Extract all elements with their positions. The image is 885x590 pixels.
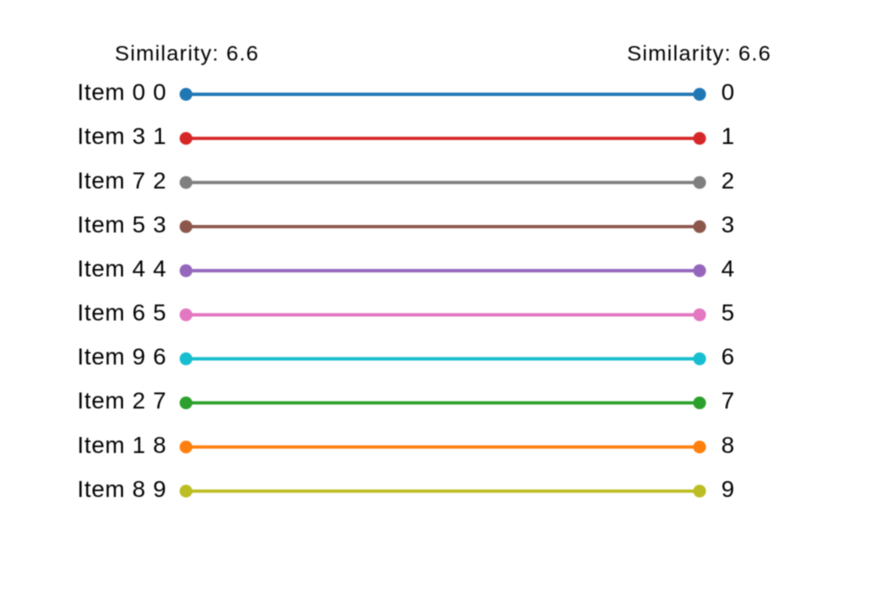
svg-text:3: 3 xyxy=(721,211,734,237)
svg-text:Item 6 5: Item 6 5 xyxy=(77,300,166,326)
svg-text:Item 4 4: Item 4 4 xyxy=(77,256,166,282)
svg-text:2: 2 xyxy=(721,167,734,193)
svg-text:Similarity: 6.6: Similarity: 6.6 xyxy=(115,40,259,65)
svg-text:Item 9 6: Item 9 6 xyxy=(77,344,166,370)
svg-text:Item 1 8: Item 1 8 xyxy=(77,432,166,458)
svg-text:4: 4 xyxy=(721,256,734,282)
svg-text:Item 8 9: Item 8 9 xyxy=(77,476,166,502)
svg-text:Similarity: 6.6: Similarity: 6.6 xyxy=(627,40,771,65)
svg-text:Item 0 0: Item 0 0 xyxy=(77,79,166,105)
svg-text:6: 6 xyxy=(721,344,734,370)
svg-text:Item 3 1: Item 3 1 xyxy=(77,123,166,149)
svg-text:1: 1 xyxy=(721,123,734,149)
svg-text:9: 9 xyxy=(721,476,734,502)
svg-text:Item 7 2: Item 7 2 xyxy=(77,167,166,193)
svg-text:Item 2 7: Item 2 7 xyxy=(77,388,166,414)
svg-text:5: 5 xyxy=(721,300,734,326)
svg-text:Item 5 3: Item 5 3 xyxy=(77,211,166,237)
svg-text:8: 8 xyxy=(721,432,734,458)
svg-text:0: 0 xyxy=(721,79,734,105)
svg-text:7: 7 xyxy=(721,388,734,414)
